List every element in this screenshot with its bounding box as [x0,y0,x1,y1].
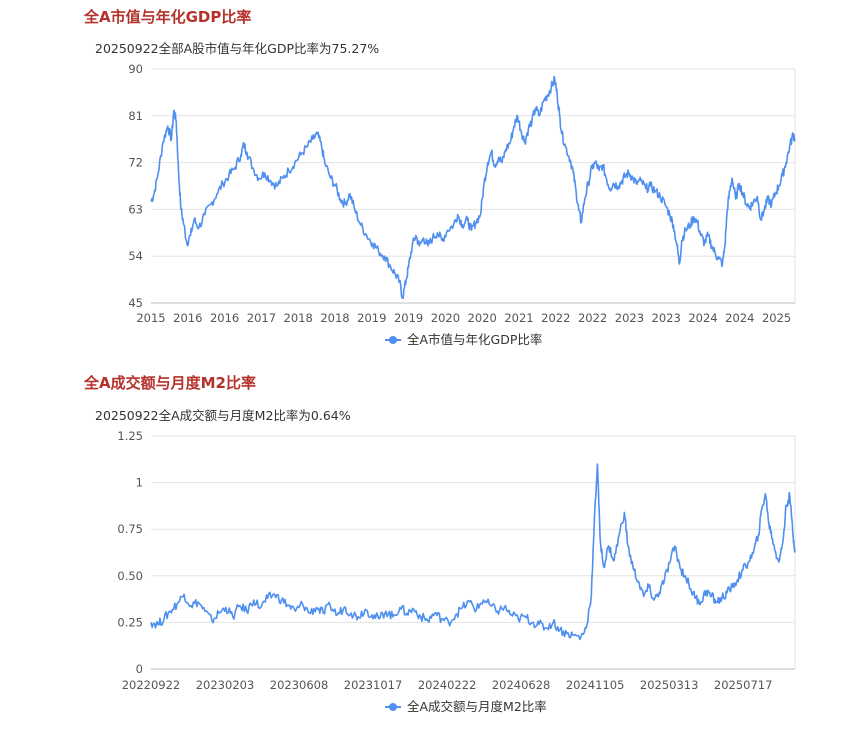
legend-label: 全A成交额与月度M2比率 [407,699,547,714]
x-tick-label: 20230203 [196,678,255,692]
y-tick-label: 0.25 [117,615,143,629]
x-tick-label: 2024 [725,311,754,325]
x-tick-label: 2020 [468,311,497,325]
y-tick-label: 0 [136,662,143,676]
x-tick-label: 20230608 [270,678,329,692]
x-tick-label: 2024 [688,311,717,325]
y-tick-label: 63 [128,202,143,216]
series-line [150,75,796,299]
y-tick-label: 1.25 [117,429,143,443]
x-tick-label: 2019 [357,311,386,325]
y-tick-label: 45 [128,296,143,310]
x-tick-label: 2025 [762,311,791,325]
y-tick-label: 90 [128,62,143,76]
chart-2: 0 0.25 0.50 0.75 1 1.25 20220922 20230203 202306… [117,429,796,714]
x-tick-label: 2016 [210,311,239,325]
series-line [150,463,796,641]
x-tick-label: 20240628 [492,678,551,692]
chart2-subtitle: 20250922全A成交额与月度M2比率为0.64% [95,408,351,423]
legend-dot-icon [389,703,397,711]
y-tick-label: 1 [136,476,143,490]
y-tick-label: 81 [128,109,143,123]
legend[interactable]: 全A市值与年化GDP比率 [385,332,542,347]
x-tick-label: 20240222 [418,678,477,692]
x-tick-label: 2015 [136,311,165,325]
x-tick-label: 20250717 [714,678,773,692]
legend[interactable]: 全A成交额与月度M2比率 [385,699,547,714]
x-tick-label: 2023 [615,311,644,325]
x-tick-label: 2022 [541,311,570,325]
x-tick-label: 2020 [431,311,460,325]
x-tick-label: 2018 [320,311,349,325]
chart1-subtitle: 20250922全部A股市值与年化GDP比率为75.27% [95,41,380,56]
legend-dot-icon [389,336,397,344]
x-tick-label: 2016 [173,311,202,325]
chart-1: 45 54 63 72 81 90 2015 2016 2016 2017 2018 2018 2019… [128,62,796,347]
x-tick-label: 20241105 [566,678,625,692]
legend-label: 全A市值与年化GDP比率 [407,332,542,347]
x-tick-label: 20220922 [122,678,181,692]
x-tick-label: 20250313 [640,678,699,692]
chart2-title: 全A成交额与月度M2比率 [84,374,256,392]
y-tick-label: 72 [128,156,143,170]
x-tick-label: 2023 [652,311,681,325]
x-tick-label: 2019 [394,311,423,325]
chart1-title: 全A市值与年化GDP比率 [84,8,252,26]
x-tick-label: 2021 [504,311,533,325]
y-tick-label: 0.75 [117,522,143,536]
y-tick-label: 54 [128,249,143,263]
x-tick-label: 2017 [247,311,276,325]
y-tick-label: 0.50 [117,569,143,583]
x-tick-label: 20231017 [344,678,403,692]
x-tick-label: 2022 [578,311,607,325]
x-tick-label: 2018 [284,311,313,325]
